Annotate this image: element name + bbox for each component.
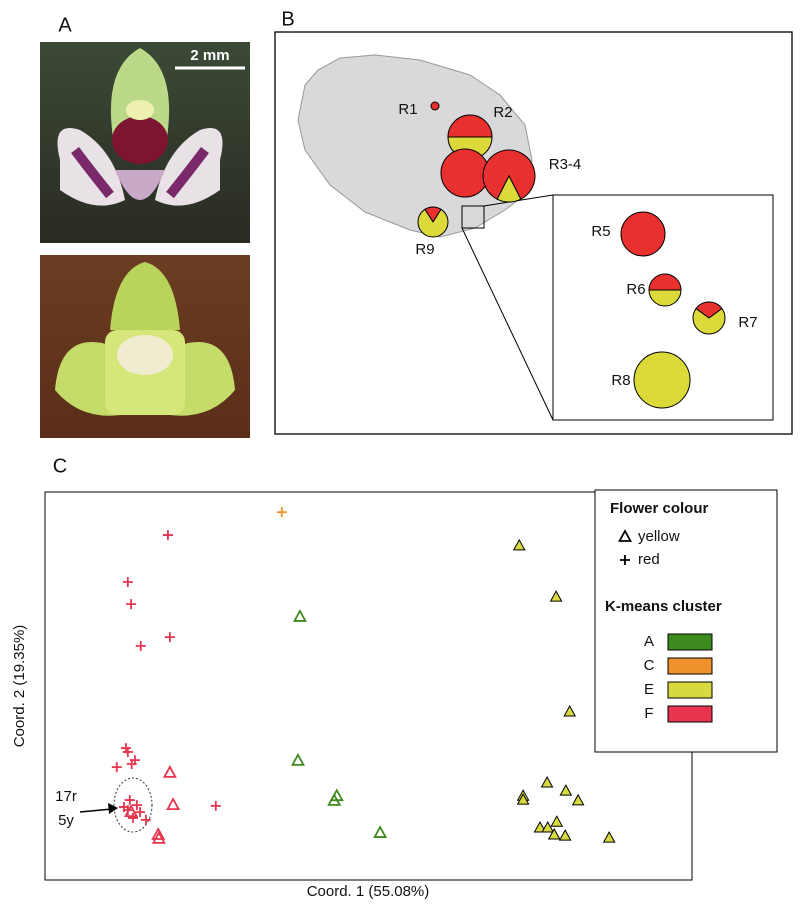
annotation: 5y [58,812,74,829]
legend-title: Flower colour [610,500,709,517]
triangle-marker [516,793,530,805]
triangle-marker [124,804,139,817]
x-axis-label: Coord. 1 (55.08%) [307,883,430,900]
annotation: 17r [55,788,77,805]
triangle-marker [550,815,564,827]
site-label: R6 [626,281,645,298]
cross-marker [276,507,287,518]
triangle-marker [151,827,166,840]
pie-slice [695,301,723,319]
cluster-ellipse [113,777,153,833]
cross-marker [127,812,138,823]
inset-line [461,227,554,421]
photo [40,255,250,438]
legend-swatch [667,633,713,651]
inset-marker [461,205,485,229]
triangle-marker [166,797,181,811]
legend-label: E [644,681,654,698]
legend-title: K-means cluster [605,598,722,615]
y-axis-label: Coord. 2 (19.35%) [11,625,28,748]
pie-slice [620,211,666,257]
triangle-marker [540,775,554,788]
pie-slice [417,208,449,238]
triangle-marker [512,538,526,551]
site-label: R2 [493,104,512,121]
pie-slice [440,148,490,198]
triangle-marker [559,784,573,796]
site-label: R1 [398,101,417,118]
cross-marker [135,641,146,652]
triangle-marker [162,765,177,778]
legend-label: yellow [638,528,680,545]
panel-label: A [58,14,72,36]
pie-slice [482,149,536,200]
cross-marker [210,800,221,811]
pie-slice [648,289,682,307]
legend-label: C [644,657,655,674]
cross-marker [162,530,173,541]
cross-marker [122,746,133,757]
legend-swatch [667,705,713,723]
legend-swatch [667,681,713,699]
panel-frame [274,31,793,435]
site-label: R8 [611,372,630,389]
triangle-marker [290,753,305,766]
island-map [297,54,533,238]
triangle-marker [541,820,555,833]
pie-slice [692,307,726,335]
legend-swatch [667,657,713,675]
triangle-marker [533,820,547,833]
legend-label: A [644,633,654,650]
triangle-marker [571,793,585,806]
photo [40,42,250,243]
pie-slice [447,114,493,138]
cross-marker [131,800,142,811]
triangle-marker [549,590,563,602]
cross-marker [124,795,135,806]
triangle-marker [151,831,166,844]
triangle-marker [558,829,572,841]
cross-marker [126,758,137,769]
panel-label: C [53,455,67,477]
arrow [79,808,113,813]
cross-marker [126,599,137,610]
site-label: R5 [591,223,610,240]
triangle-marker [563,704,577,717]
site-label: R3-4 [549,156,582,173]
site-label: R7 [738,314,757,331]
cross-marker [122,577,133,588]
cross-marker [140,814,151,825]
legend-label: red [638,551,660,568]
site-label: R9 [415,241,434,258]
triangle-marker [602,831,616,843]
triangle-marker [292,609,307,622]
arrow-head [108,803,118,814]
triangle-marker [327,792,342,806]
cross-marker [111,762,122,773]
pie-slice [430,101,440,111]
cross-marker [164,632,175,643]
pie-slice [648,273,682,291]
panel-label: B [281,8,294,30]
pie-slice [496,174,522,203]
cross-marker [118,802,129,813]
legend-label: F [644,705,653,722]
triangle-marker [373,825,388,838]
scale-bar-label: 2 mm [190,47,229,64]
triangle-marker [617,529,633,542]
pie-slice [633,351,691,409]
cross-marker [135,807,146,818]
triangle-marker [547,827,561,840]
cross-marker [620,555,630,565]
